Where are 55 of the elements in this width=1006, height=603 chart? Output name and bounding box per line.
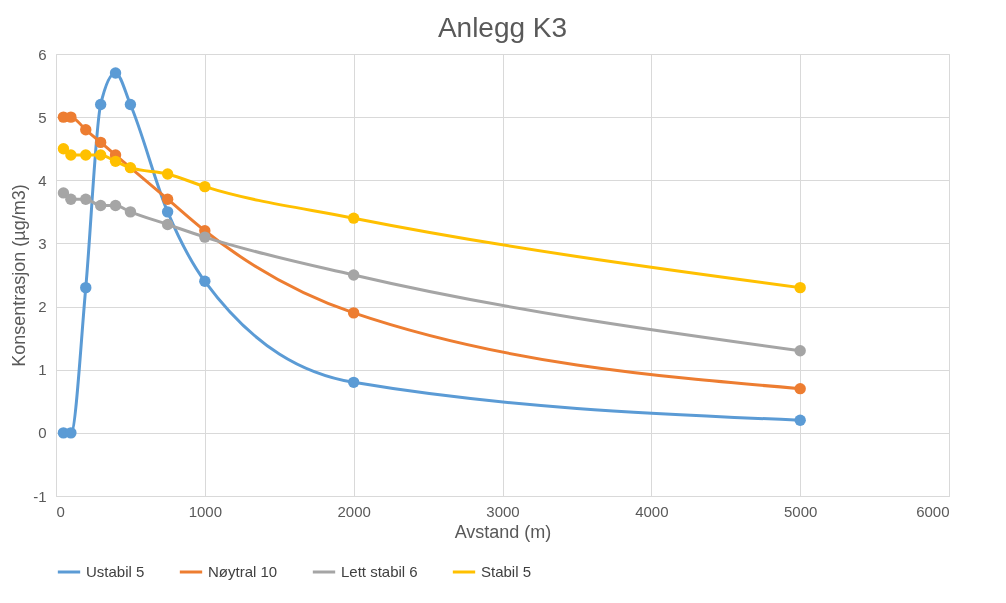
point — [94, 149, 107, 161]
point — [199, 275, 211, 287]
y-axis-title: Konsentrasjon (µg/m3) — [9, 184, 30, 367]
point — [124, 98, 137, 111]
point — [347, 269, 360, 281]
point — [794, 414, 806, 426]
point — [161, 193, 174, 205]
point — [124, 161, 137, 174]
point — [65, 193, 77, 205]
x-tick-label: 4000 — [635, 502, 669, 520]
point — [109, 155, 122, 168]
point — [794, 281, 806, 294]
point — [161, 168, 174, 180]
point — [109, 67, 122, 79]
point — [794, 382, 806, 395]
y-tick-label: 4 — [38, 171, 47, 189]
legend-label: Ustabil 5 — [86, 563, 145, 580]
x-tick-label: 3000 — [486, 502, 520, 520]
point — [57, 143, 70, 155]
x-tick-label: 1000 — [188, 502, 223, 520]
y-tick-label: 2 — [38, 298, 47, 316]
x-axis-title: Avstand (m) — [454, 521, 552, 542]
point — [80, 281, 92, 294]
legend-label: Lett stabil 6 — [341, 563, 418, 580]
point — [794, 345, 806, 357]
point — [80, 193, 92, 205]
point — [94, 98, 107, 111]
point — [347, 307, 360, 319]
point — [80, 124, 92, 136]
point — [347, 212, 360, 224]
x-tick-label: 2000 — [337, 502, 371, 520]
x-tick-label: 6000 — [916, 502, 950, 520]
y-tick-label: 5 — [38, 108, 47, 126]
point — [57, 187, 70, 199]
y-tick-label: 1 — [38, 361, 47, 379]
y-tick-label: 6 — [38, 45, 47, 63]
x-tick-label: 5000 — [783, 502, 818, 520]
y-tick-label: 3 — [38, 234, 47, 252]
legend-label: Nøytral 10 — [208, 563, 278, 580]
point — [161, 218, 174, 231]
point — [347, 376, 360, 389]
point — [161, 206, 174, 218]
x-tick-label: 0 — [56, 502, 65, 520]
legend-label: Stabil 5 — [481, 563, 532, 580]
point — [199, 180, 211, 193]
chart-title: Anlegg K3 — [437, 12, 568, 43]
y-tick-label: 0 — [38, 424, 47, 442]
point — [109, 199, 122, 212]
point — [94, 136, 107, 149]
point — [94, 199, 107, 212]
point — [199, 231, 211, 243]
point — [124, 206, 137, 218]
y-tick-label: -1 — [33, 487, 47, 505]
point — [80, 149, 92, 161]
point — [65, 149, 77, 161]
